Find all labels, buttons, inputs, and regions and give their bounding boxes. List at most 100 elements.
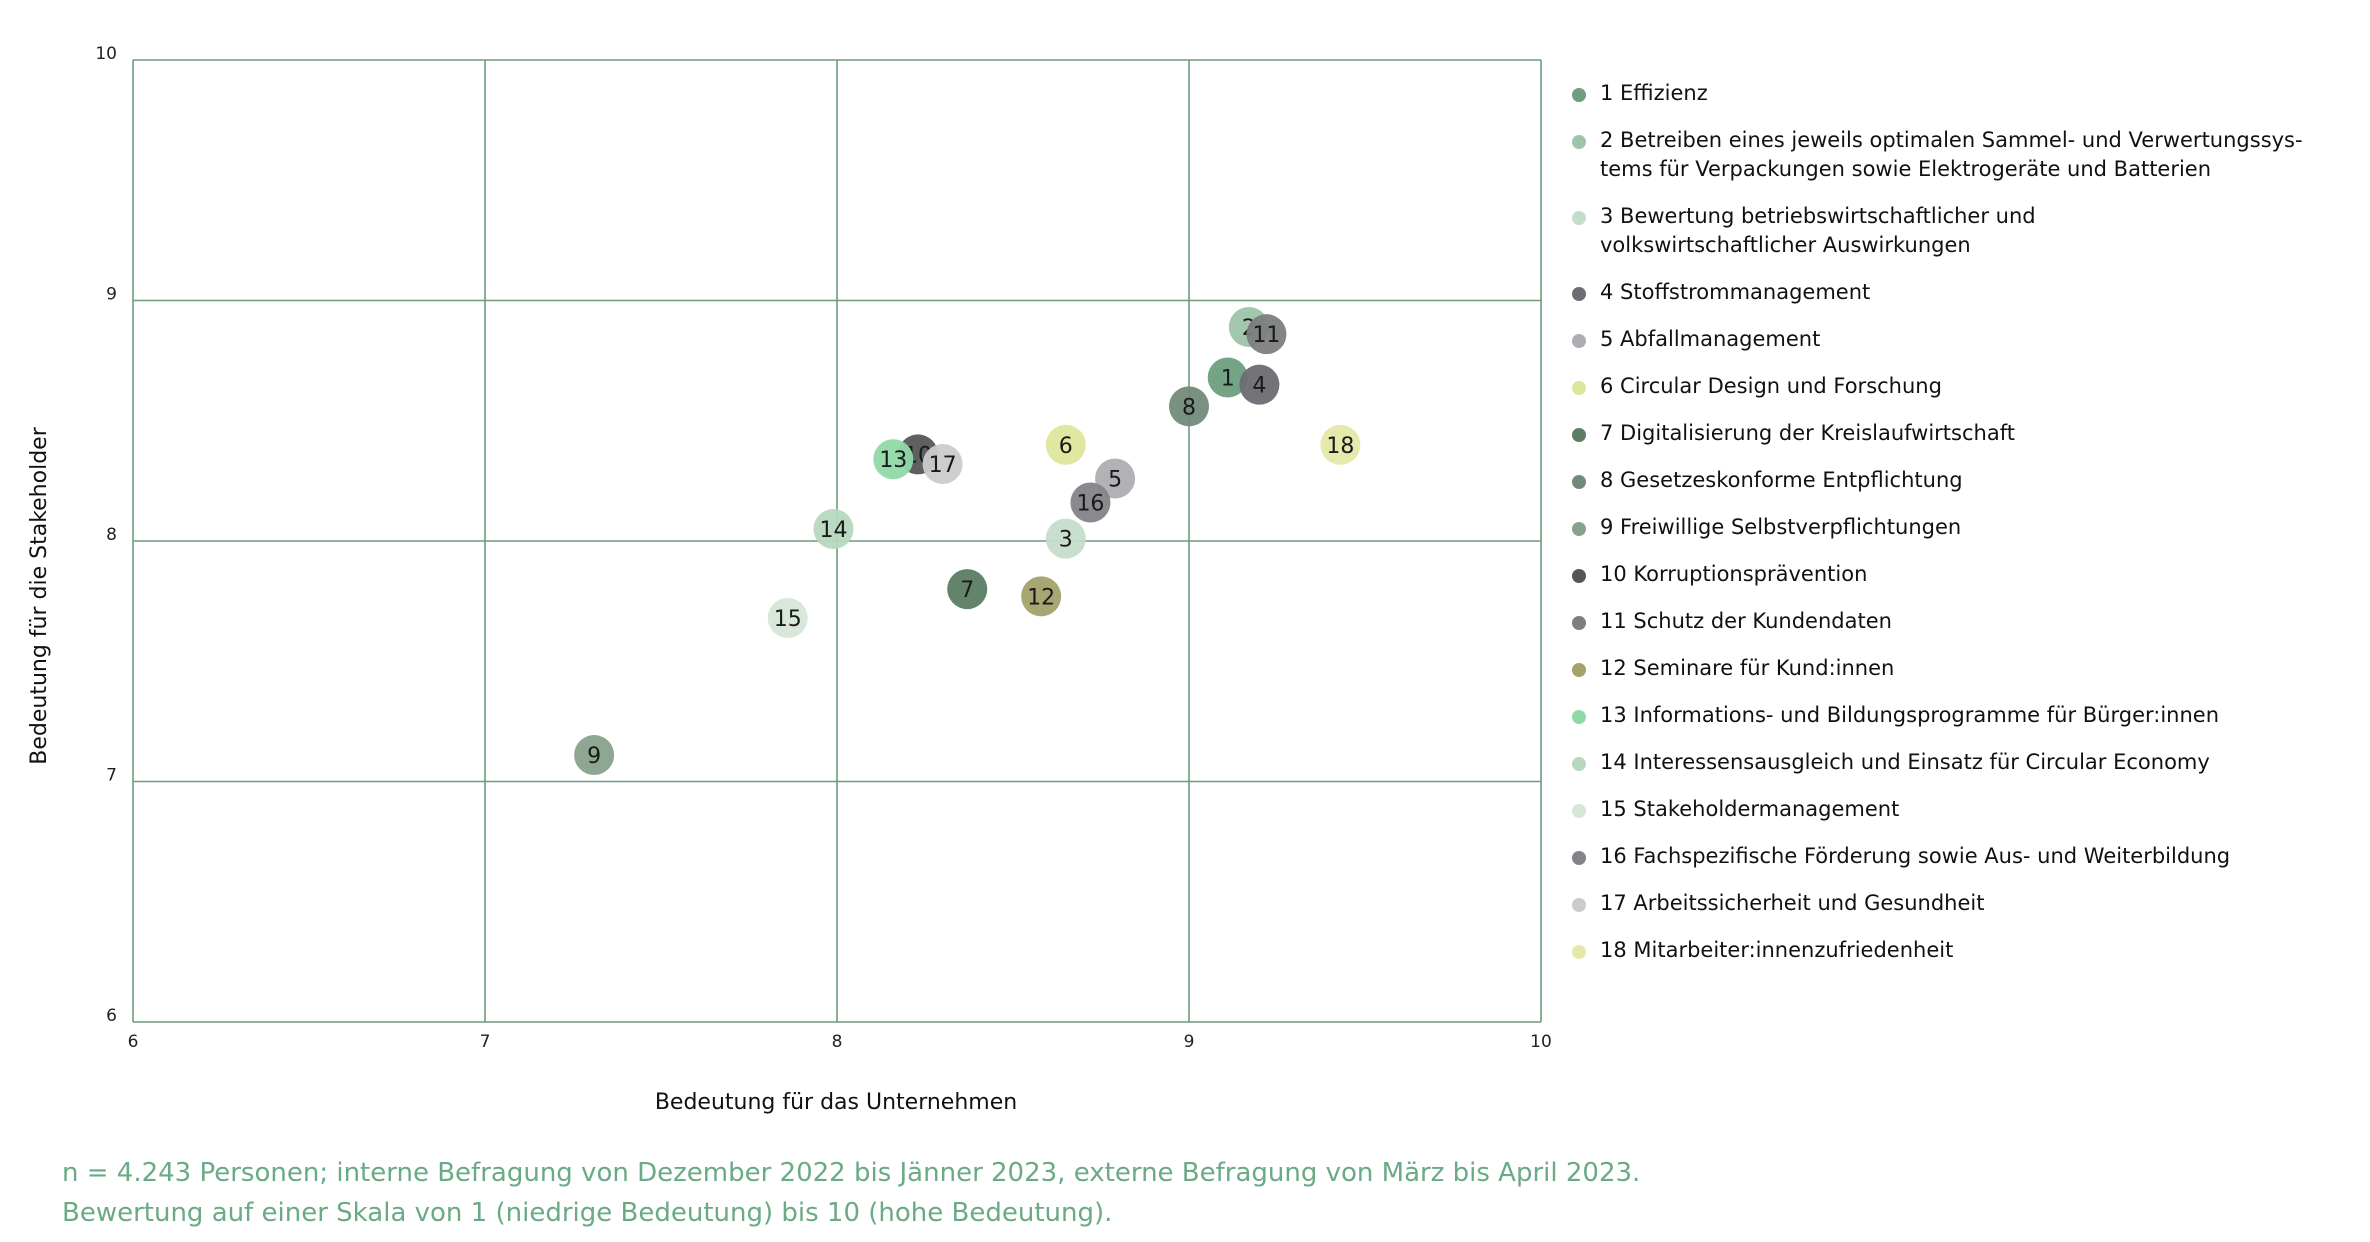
legend-marker	[1572, 663, 1586, 677]
legend-label: 3 Bewertung betriebswirtschaftlicher und…	[1600, 202, 2036, 260]
data-point-marker	[1169, 386, 1209, 427]
legend-label: 18 Mitarbeiter:innenzufriedenheit	[1600, 936, 1953, 965]
legend-label-line: 4 Stoffstrommanagement	[1600, 280, 1871, 304]
footnote-scale: Bewertung auf einer Skala von 1 (niedrig…	[62, 1198, 1113, 1228]
legend-label-line: 6 Circular Design und Forschung	[1600, 374, 1942, 398]
legend-label: 15 Stakeholdermanagement	[1600, 795, 1899, 824]
legend-marker	[1572, 616, 1586, 630]
legend-marker	[1572, 569, 1586, 583]
data-point-marker	[1070, 482, 1111, 523]
data-point-marker	[922, 444, 963, 485]
legend-marker	[1572, 475, 1586, 489]
legend-label: 4 Stoffstrommanagement	[1600, 278, 1870, 307]
legend-entry-13: 13 Informations- und Bildungsprogramme f…	[1572, 701, 2362, 730]
x-tick-label: 9	[1184, 1032, 1195, 1052]
tick-layer: 6 7 8 9 10 6 7 8 9 10	[95, 44, 1551, 1052]
legend-label-line: 17 Arbeitssicherheit und Gesundheit	[1600, 891, 1985, 915]
legend-entry-3: 3 Bewertung betriebswirtschaftlicher und…	[1572, 202, 2362, 260]
data-point-label: 5	[1108, 467, 1122, 492]
legend-label-line: volkswirtschaftlicher Auswirkungen	[1600, 233, 1971, 257]
legend-entry-6: 6 Circular Design und Forschung	[1572, 372, 2362, 401]
legend-marker	[1572, 287, 1586, 301]
data-point-marker	[947, 569, 988, 610]
legend-label: 5 Abfallmanagement	[1600, 325, 1820, 354]
legend-label-line: 18 Mitarbeiter:innenzufriedenheit	[1600, 938, 1954, 962]
legend-label-line: 10 Korruptionsprävention	[1600, 562, 1868, 586]
legend-label-line: 7 Digitalisierung der Kreislaufwirtschaf…	[1600, 421, 2015, 445]
data-point-label: 12	[1027, 585, 1055, 610]
data-point-3: 3	[1045, 518, 1086, 559]
legend-label: 12 Seminare für Kund:innen	[1600, 654, 1894, 683]
legend-entry-2: 2 Betreiben eines jeweils optimalen Samm…	[1572, 126, 2362, 184]
legend-label-line: 9 Freiwillige Selbstverpflichtungen	[1600, 515, 1962, 539]
legend-label: 16 Fachspezifische Förderung sowie Aus- …	[1600, 842, 2230, 871]
data-point-marker	[1045, 518, 1086, 559]
legend-label-line: 15 Stakeholdermanagement	[1600, 797, 1900, 821]
data-point-marker	[1320, 424, 1361, 465]
legend-label: 7 Digitalisierung der Kreislaufwirtschaf…	[1600, 419, 2015, 448]
legend-entry-11: 11 Schutz der Kundendaten	[1572, 607, 2362, 636]
footnotes: n = 4.243 Personen; interne Befragung vo…	[62, 1153, 2312, 1233]
data-point-14: 14	[813, 508, 854, 549]
data-point-marker	[873, 439, 914, 480]
data-point-marker	[574, 735, 615, 776]
legend-entry-8: 8 Gesetzeskonforme Entpflichtung	[1572, 466, 2362, 495]
legend-label: 10 Korruptionsprävention	[1600, 560, 1867, 589]
footnote-sample-size: n = 4.243 Personen; interne Befragung vo…	[62, 1158, 1641, 1188]
data-point-label: 14	[819, 518, 847, 543]
x-tick-label: 6	[128, 1032, 139, 1052]
data-point-15: 15	[767, 597, 808, 638]
legend-label-line: 2 Betreiben eines jeweils optimalen Samm…	[1600, 128, 2303, 152]
legend-marker	[1572, 804, 1586, 818]
data-point-marker	[1095, 458, 1136, 499]
data-point-9: 9	[574, 735, 615, 776]
legend-label: 1 Effizienz	[1600, 79, 1708, 108]
data-point-marker	[1246, 314, 1287, 355]
legend-entry-12: 12 Seminare für Kund:innen	[1572, 654, 2362, 683]
data-point-label: 8	[1182, 395, 1196, 420]
y-axis-title: Bedeutung für die Stakeholder	[27, 426, 52, 764]
data-point-12: 12	[1021, 576, 1062, 617]
y-tick-label: 8	[106, 525, 117, 545]
data-point-8: 8	[1169, 386, 1209, 427]
data-point-label: 18	[1326, 434, 1354, 459]
legend-marker	[1572, 334, 1586, 348]
data-point-13: 13	[873, 439, 914, 480]
legend-entry-14: 14 Interessensausgleich und Einsatz für …	[1572, 748, 2362, 777]
y-tick-label: 6	[106, 1006, 117, 1026]
legend-marker	[1572, 211, 1586, 225]
data-point-label: 7	[960, 578, 974, 603]
x-tick-label: 7	[480, 1032, 491, 1052]
legend-marker	[1572, 851, 1586, 865]
legend-entry-10: 10 Korruptionsprävention	[1572, 560, 2362, 589]
legend-label: 8 Gesetzeskonforme Entpflichtung	[1600, 466, 1963, 495]
legend-label-line: 14 Interessensausgleich und Einsatz für …	[1600, 750, 2210, 774]
legend-marker	[1572, 522, 1586, 536]
legend-label-line: tems für Verpackungen sowie Elektrogerät…	[1600, 157, 2212, 181]
legend-entry-15: 15 Stakeholdermanagement	[1572, 795, 2362, 824]
legend-marker	[1572, 945, 1586, 959]
legend-entry-9: 9 Freiwillige Selbstverpflichtungen	[1572, 513, 2362, 542]
legend-marker	[1572, 428, 1586, 442]
legend-entry-4: 4 Stoffstrommanagement	[1572, 278, 2362, 307]
legend-label-line: 12 Seminare für Kund:innen	[1600, 656, 1895, 680]
grid-layer	[132, 59, 1542, 1023]
data-point-label: 3	[1059, 528, 1073, 553]
legend-marker	[1572, 898, 1586, 912]
legend-marker	[1572, 88, 1586, 102]
data-point-16: 16	[1070, 482, 1111, 523]
legend-marker	[1572, 757, 1586, 771]
legend-label-line: 16 Fachspezifische Förderung sowie Aus- …	[1600, 844, 2231, 868]
data-point-marker	[813, 508, 854, 549]
data-point-4: 4	[1239, 364, 1280, 405]
x-axis-title: Bedeutung für das Unternehmen	[655, 1090, 1017, 1115]
legend-label: 9 Freiwillige Selbstverpflichtungen	[1600, 513, 1961, 542]
legend-label: 2 Betreiben eines jeweils optimalen Samm…	[1600, 126, 2303, 184]
data-point-label: 1	[1221, 366, 1235, 391]
data-point-label: 13	[879, 448, 907, 473]
data-point-marker	[1207, 357, 1248, 398]
legend-entry-5: 5 Abfallmanagement	[1572, 325, 2362, 354]
legend-label-line: 3 Bewertung betriebswirtschaftlicher und	[1600, 204, 2036, 228]
legend-label: 11 Schutz der Kundendaten	[1600, 607, 1892, 636]
